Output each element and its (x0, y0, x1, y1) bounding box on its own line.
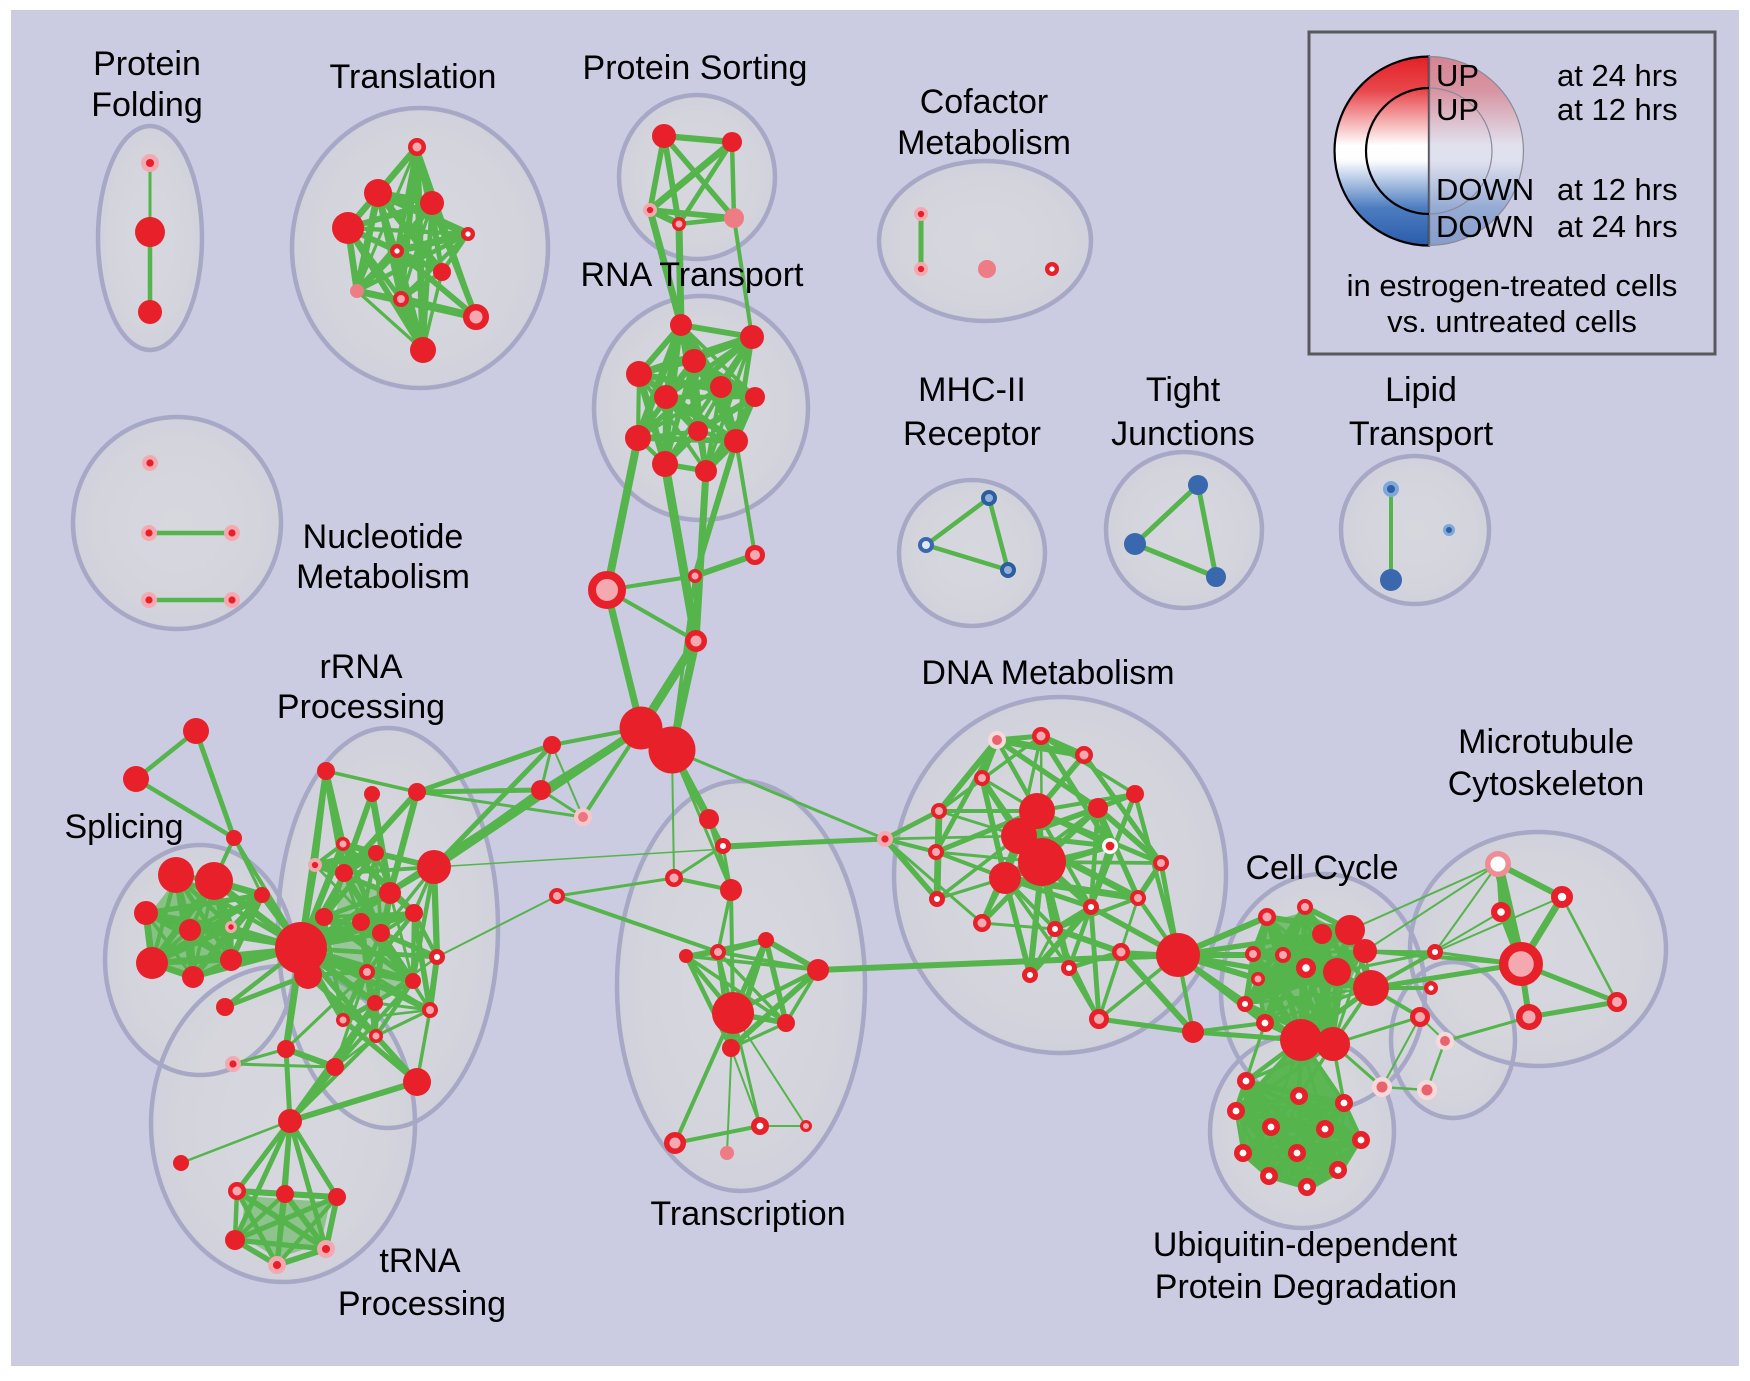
svg-text:DOWN: DOWN (1436, 209, 1534, 244)
svg-text:DNA Metabolism: DNA Metabolism (921, 654, 1174, 692)
svg-text:rRNA: rRNA (319, 648, 402, 686)
svg-text:Metabolism: Metabolism (897, 124, 1071, 162)
svg-text:Transport: Transport (1349, 415, 1494, 453)
svg-text:vs. untreated cells: vs. untreated cells (1387, 304, 1637, 339)
svg-text:MHC-II: MHC-II (918, 371, 1026, 409)
svg-text:Metabolism: Metabolism (296, 558, 470, 596)
svg-text:UP: UP (1436, 92, 1479, 127)
svg-text:at 24 hrs: at 24 hrs (1557, 209, 1678, 244)
svg-text:Processing: Processing (277, 688, 445, 726)
svg-text:Translation: Translation (330, 58, 497, 96)
svg-text:Receptor: Receptor (903, 415, 1041, 453)
svg-text:Protein Sorting: Protein Sorting (583, 49, 808, 87)
svg-text:Splicing: Splicing (64, 808, 183, 846)
svg-text:Microtubule: Microtubule (1458, 723, 1634, 761)
svg-text:Protein: Protein (93, 45, 201, 83)
svg-text:in estrogen-treated cells: in estrogen-treated cells (1347, 268, 1678, 303)
svg-text:Tight: Tight (1146, 371, 1221, 409)
svg-text:at 24 hrs: at 24 hrs (1557, 58, 1678, 93)
svg-text:tRNA: tRNA (379, 1242, 461, 1280)
svg-text:Cell Cycle: Cell Cycle (1245, 849, 1398, 887)
svg-text:at 12 hrs: at 12 hrs (1557, 172, 1678, 207)
svg-text:Folding: Folding (91, 86, 203, 124)
svg-text:Nucleotide: Nucleotide (303, 518, 464, 556)
svg-text:UP: UP (1436, 58, 1479, 93)
svg-text:Junctions: Junctions (1111, 415, 1255, 453)
svg-text:at 12 hrs: at 12 hrs (1557, 92, 1678, 127)
svg-text:Lipid: Lipid (1385, 371, 1457, 409)
svg-text:Cofactor: Cofactor (920, 83, 1049, 121)
svg-text:Transcription: Transcription (650, 1195, 845, 1233)
svg-text:Ubiquitin-dependent: Ubiquitin-dependent (1153, 1226, 1458, 1264)
svg-text:Cytoskeleton: Cytoskeleton (1448, 765, 1645, 803)
svg-text:Processing: Processing (338, 1285, 506, 1323)
svg-text:Protein Degradation: Protein Degradation (1155, 1268, 1457, 1306)
svg-text:DOWN: DOWN (1436, 172, 1534, 207)
svg-text:RNA Transport: RNA Transport (581, 256, 805, 294)
